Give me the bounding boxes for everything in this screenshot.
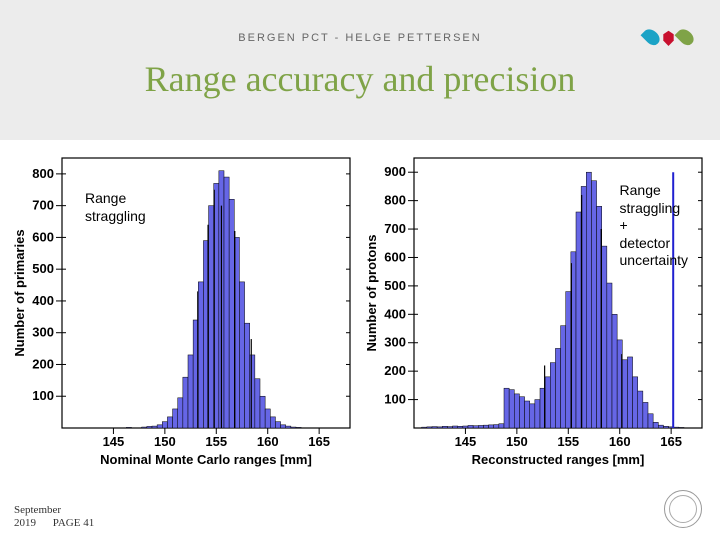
svg-text:150: 150 xyxy=(506,434,528,449)
svg-text:200: 200 xyxy=(384,363,406,378)
svg-text:400: 400 xyxy=(32,293,54,308)
svg-text:600: 600 xyxy=(32,229,54,244)
header-band: BERGEN PCT - HELGE PETTERSEN Range accur… xyxy=(0,0,720,140)
svg-text:Number of protons: Number of protons xyxy=(364,235,379,352)
drop-icon-blue xyxy=(641,26,663,48)
left-annotation: Rangestraggling xyxy=(85,190,146,225)
university-seal-icon xyxy=(664,490,702,528)
svg-text:900: 900 xyxy=(384,164,406,179)
svg-text:500: 500 xyxy=(32,261,54,276)
svg-text:160: 160 xyxy=(609,434,631,449)
charts-area: 145 150 155 160 165 100 200 300 400 500 600 700 800 N… xyxy=(10,150,710,470)
svg-text:155: 155 xyxy=(205,434,227,449)
drop-icon-green xyxy=(675,26,697,48)
svg-text:200: 200 xyxy=(32,356,54,371)
footer-page: PAGE 41 xyxy=(53,517,94,529)
logo-icons xyxy=(645,28,692,46)
right-chart: 145 150 155 160 165 100 200 300 400 500 600 700 800 9… xyxy=(362,150,710,470)
left-chart-svg: 145 150 155 160 165 100 200 300 400 500 600 700 800 N… xyxy=(10,150,358,470)
svg-text:700: 700 xyxy=(384,221,406,236)
svg-text:100: 100 xyxy=(384,392,406,407)
svg-text:165: 165 xyxy=(308,434,330,449)
svg-text:165: 165 xyxy=(660,434,682,449)
svg-text:300: 300 xyxy=(32,325,54,340)
svg-text:400: 400 xyxy=(384,306,406,321)
svg-text:800: 800 xyxy=(32,166,54,181)
svg-text:300: 300 xyxy=(384,335,406,350)
svg-text:100: 100 xyxy=(32,388,54,403)
subtitle: BERGEN PCT - HELGE PETTERSEN xyxy=(0,32,720,44)
svg-text:155: 155 xyxy=(557,434,579,449)
page-title: Range accuracy and precision xyxy=(0,58,720,100)
svg-text:Number of primaries: Number of primaries xyxy=(12,229,27,356)
footer: September2019 PAGE 41 xyxy=(14,504,94,530)
svg-text:160: 160 xyxy=(257,434,279,449)
svg-text:500: 500 xyxy=(384,278,406,293)
svg-text:800: 800 xyxy=(384,193,406,208)
svg-text:Reconstructed ranges [mm]: Reconstructed ranges [mm] xyxy=(472,452,645,467)
svg-text:700: 700 xyxy=(32,198,54,213)
svg-text:150: 150 xyxy=(154,434,176,449)
left-chart: 145 150 155 160 165 100 200 300 400 500 600 700 800 N… xyxy=(10,150,358,470)
svg-text:600: 600 xyxy=(384,249,406,264)
svg-text:145: 145 xyxy=(103,434,125,449)
drop-icon-red xyxy=(662,28,675,46)
svg-text:145: 145 xyxy=(455,434,477,449)
svg-text:Nominal Monte Carlo ranges [mm: Nominal Monte Carlo ranges [mm] xyxy=(100,452,312,467)
right-annotation: Rangestraggling+detectoruncertainty xyxy=(620,182,688,270)
